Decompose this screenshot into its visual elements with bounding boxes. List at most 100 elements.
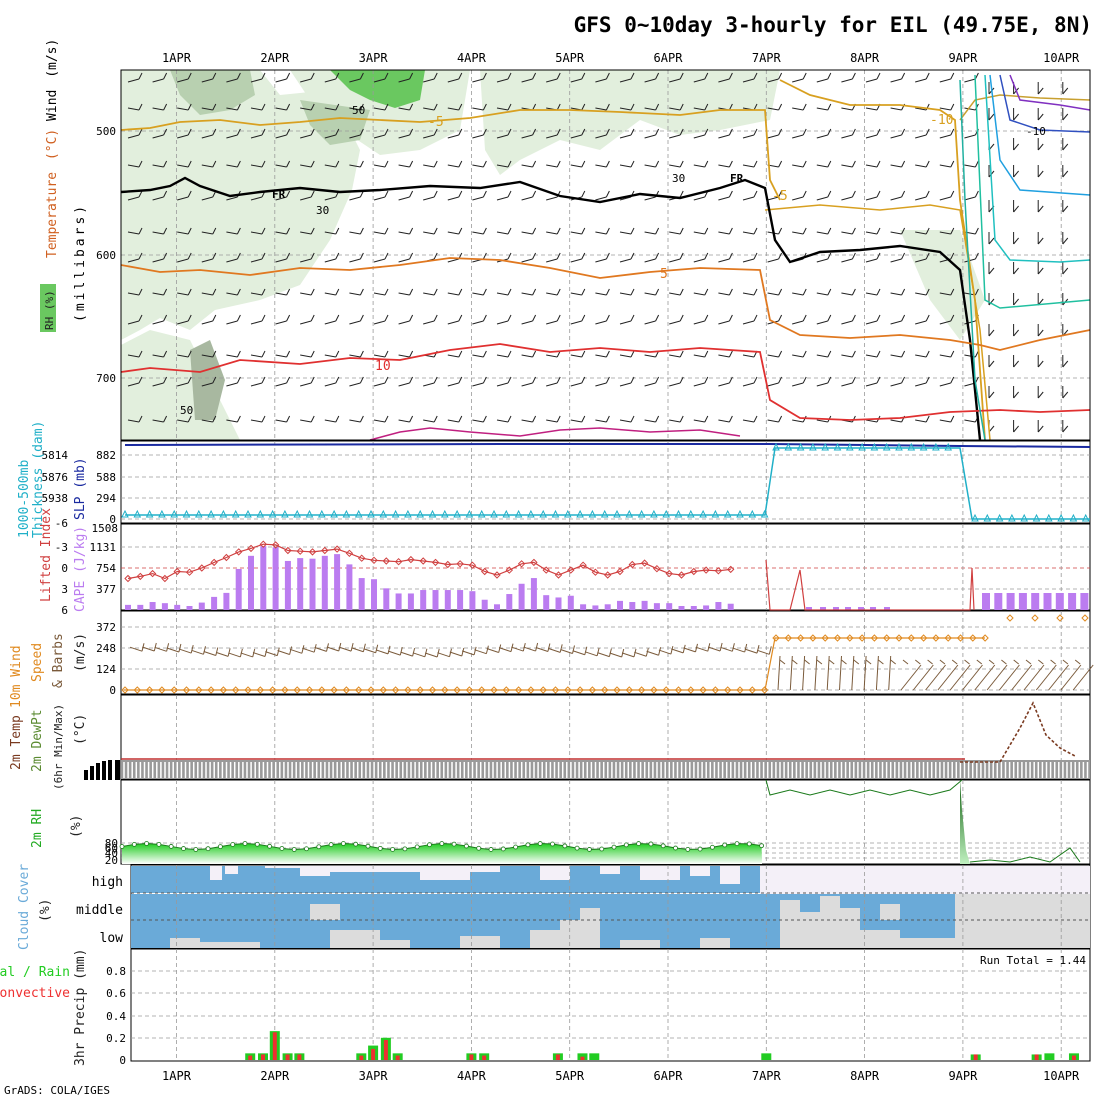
cape-bar-small bbox=[858, 607, 864, 610]
contour-cold-f bbox=[974, 74, 1091, 309]
cape-bar-late bbox=[1006, 593, 1015, 610]
upper-wind-barb-flag bbox=[679, 415, 684, 423]
upper-wind-barb-flag bbox=[286, 314, 291, 322]
upper-wind-barb-flag bbox=[286, 376, 291, 384]
upper-wind-barb bbox=[546, 196, 558, 201]
upper-wind-barb-flag bbox=[507, 227, 512, 235]
upper-wind-barb bbox=[177, 196, 189, 201]
upper-wind-barb-flag bbox=[212, 288, 217, 296]
surface-wind-barb-flag bbox=[744, 643, 748, 653]
minus5-label-a: -5 bbox=[428, 115, 444, 130]
ylabel-precip: 3hr Precip (mm) bbox=[73, 949, 88, 1066]
temp2m-line bbox=[960, 701, 1076, 763]
surface-wind-barb-flag bbox=[301, 645, 305, 654]
upper-wind-barb bbox=[177, 419, 189, 423]
surface-wind-barb-flag bbox=[387, 645, 391, 655]
upper-wind-barb-flag bbox=[1062, 143, 1069, 151]
surface-wind-barb-flag bbox=[902, 659, 909, 665]
lifted-index-marker bbox=[616, 567, 624, 576]
upper-wind-barb bbox=[841, 354, 853, 358]
surface-wind-barb bbox=[925, 664, 946, 691]
upper-wind-barb bbox=[669, 134, 681, 139]
thickness-marker bbox=[170, 509, 179, 518]
wind-tick-372: 372 bbox=[96, 621, 116, 634]
lifted-index-marker bbox=[480, 567, 489, 576]
upper-wind-barb-flag bbox=[532, 227, 537, 235]
cape-bar bbox=[629, 602, 636, 610]
upper-wind-barb-flag bbox=[335, 103, 340, 111]
upper-wind-barb bbox=[619, 231, 632, 235]
upper-wind-barb bbox=[595, 292, 607, 296]
upper-wind-barb bbox=[644, 258, 656, 263]
upper-wind-barb-flag bbox=[359, 350, 364, 358]
upper-wind-barb-flag bbox=[212, 350, 217, 358]
upper-wind-barb bbox=[816, 382, 828, 387]
rh2m-marker bbox=[599, 846, 605, 852]
surface-wind-barb-flag bbox=[1013, 659, 1020, 665]
upper-wind-barb bbox=[570, 419, 582, 423]
surface-wind-barb bbox=[1048, 664, 1069, 691]
cape-bar-late bbox=[1055, 593, 1064, 610]
upper-wind-barb bbox=[619, 258, 632, 263]
wind-tick-248: 248 bbox=[96, 642, 116, 655]
wind-speed-marker bbox=[796, 634, 805, 642]
upper-wind-barb-flag bbox=[138, 190, 143, 198]
wind-speed-marker bbox=[428, 686, 437, 694]
upper-wind-barb-flag bbox=[310, 376, 315, 384]
cape-bar bbox=[518, 583, 525, 610]
upper-wind-barb-flag bbox=[950, 288, 955, 296]
upper-wind-barb-flag bbox=[409, 160, 414, 168]
upper-wind-barb bbox=[718, 292, 730, 296]
upper-wind-barb bbox=[250, 354, 263, 358]
upper-wind-barb-flag bbox=[876, 128, 881, 136]
upper-wind-barb-flag bbox=[359, 314, 364, 322]
precip-convective-bar bbox=[580, 1056, 585, 1060]
upper-wind-barb-flag bbox=[581, 314, 586, 322]
upper-wind-barb-flag bbox=[384, 72, 389, 80]
upper-wind-barb-flag bbox=[236, 415, 241, 423]
surface-wind-barb bbox=[486, 648, 499, 653]
lifted-index-marker bbox=[603, 571, 612, 579]
surface-wind-barb-flag bbox=[939, 659, 946, 665]
upper-wind-barb-flag bbox=[827, 128, 832, 136]
rh2m-marker bbox=[144, 841, 150, 846]
upper-wind-barb-flag bbox=[655, 376, 660, 384]
wind-speed-marker bbox=[465, 686, 474, 694]
upper-wind-barb-flag bbox=[286, 160, 291, 168]
upper-wind-barb-flag bbox=[458, 128, 463, 136]
wind-speed-marker bbox=[784, 634, 793, 642]
upper-wind-barb-flag bbox=[605, 415, 610, 423]
upper-wind-barb-flag bbox=[655, 314, 660, 322]
upper-wind-barb bbox=[423, 164, 435, 168]
upper-wind-barb-flag bbox=[458, 415, 463, 423]
rh2m-marker bbox=[710, 844, 715, 850]
upper-wind-barb-flag bbox=[384, 288, 389, 296]
upper-wind-barb bbox=[447, 196, 459, 201]
upper-wind-barb bbox=[792, 134, 804, 139]
fr-label-1: FR bbox=[272, 188, 286, 201]
cape-bar-small bbox=[845, 607, 851, 610]
upper-wind-barb bbox=[767, 196, 779, 201]
upper-wind-barb-flag bbox=[728, 103, 733, 111]
upper-wind-barb bbox=[619, 134, 632, 139]
date-label-top: 8APR bbox=[850, 51, 880, 65]
upper-wind-barb-flag bbox=[630, 72, 635, 80]
upper-wind-barb-flag bbox=[1013, 425, 1019, 433]
upper-wind-barb-flag bbox=[409, 288, 414, 296]
wind-speed-marker bbox=[576, 686, 584, 694]
upper-wind-barb-flag bbox=[581, 288, 586, 296]
thickness-marker bbox=[1081, 513, 1090, 522]
upper-wind-barb-flag bbox=[384, 415, 389, 423]
wind-speed-marker bbox=[932, 634, 940, 642]
upper-wind-barb bbox=[644, 320, 656, 325]
upper-wind-barb bbox=[939, 419, 951, 423]
rh2m-marker bbox=[623, 842, 629, 848]
upper-wind-barb-flag bbox=[187, 103, 192, 111]
upper-wind-barb-flag bbox=[1037, 113, 1044, 121]
upper-wind-barb-flag bbox=[409, 415, 414, 423]
ylabel-dewpt2m: 2m DewPt bbox=[30, 709, 45, 772]
upper-wind-barb bbox=[939, 78, 951, 83]
rh2m-marker bbox=[414, 844, 420, 850]
thickness-marker bbox=[723, 509, 732, 518]
upper-wind-barb bbox=[127, 419, 140, 423]
